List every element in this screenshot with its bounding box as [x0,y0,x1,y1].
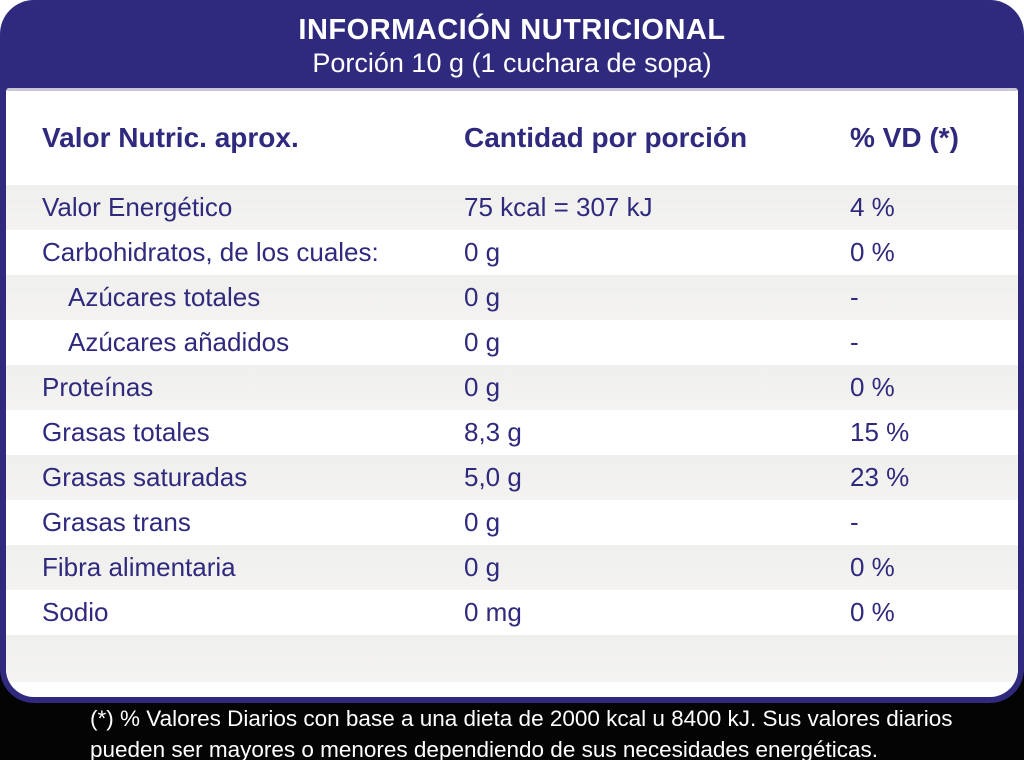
serving-size: Porción 10 g (1 cuchara de sopa) [312,48,712,78]
column-header-vd: % VD (*) [850,122,959,153]
row-amount: 0 g [464,237,501,267]
row-amount: 8,3 g [464,417,522,447]
table-body: Valor Energético 75 kcal = 307 kJ 4 % Ca… [6,185,1018,635]
footnote-line-2: pueden ser mayores o menores dependiendo… [90,737,879,762]
row-vd: - [850,507,859,537]
row-amount: 0 g [464,327,501,357]
row-vd: 0 % [850,237,895,267]
row-name: Sodio [42,597,109,627]
row-name: Proteínas [42,372,154,402]
column-header-nutrient: Valor Nutric. aprox. [42,122,299,153]
table-row: Grasas saturadas 5,0 g 23 % [6,455,1018,500]
nutrition-table-panel: Valor Nutric. aprox. Cantidad por porció… [6,88,1018,697]
row-vd: 0 % [850,372,895,402]
table-row: Carbohidratos, de los cuales: 0 g 0 % [6,230,1018,275]
row-vd: - [850,282,859,312]
column-header-amount: Cantidad por porción [464,122,748,153]
row-name: Azúcares añadidos [68,327,290,357]
table-row: Grasas trans 0 g - [6,500,1018,545]
row-amount: 0 g [464,507,501,537]
row-vd: 0 % [850,597,895,627]
row-name: Grasas saturadas [42,462,248,492]
row-amount: 0 g [464,372,501,402]
nutrition-label-card: INFORMACIÓN NUTRICIONAL Porción 10 g (1 … [0,0,1024,703]
table-row: Fibra alimentaria 0 g 0 % [6,545,1018,590]
row-amount: 0 g [464,282,501,312]
row-vd: 23 % [850,462,910,492]
row-name: Valor Energético [42,192,233,222]
table-row: Sodio 0 mg 0 % [6,590,1018,635]
label-title: INFORMACIÓN NUTRICIONAL [298,14,726,46]
empty-spacer-row [6,635,1018,682]
row-vd: 15 % [850,417,910,447]
row-vd: 0 % [850,552,895,582]
row-name: Grasas totales [42,417,210,447]
table-row: Proteínas 0 g 0 % [6,365,1018,410]
row-amount: 5,0 g [464,462,522,492]
table-row: Azúcares añadidos 0 g - [6,320,1018,365]
label-header: INFORMACIÓN NUTRICIONAL Porción 10 g (1 … [0,0,1024,89]
row-name: Fibra alimentaria [42,552,236,582]
footnote: (*) % Valores Diarios con base a una die… [0,658,1024,765]
row-amount: 75 kcal = 307 kJ [464,192,653,222]
row-name: Carbohidratos, de los cuales: [42,237,379,267]
table-row: Valor Energético 75 kcal = 307 kJ 4 % [6,185,1018,230]
table-row: Grasas totales 8,3 g 15 % [6,410,1018,455]
table-header-row: Valor Nutric. aprox. Cantidad por porció… [6,91,1018,185]
row-name: Grasas trans [42,507,191,537]
row-amount: 0 mg [464,597,522,627]
table-row: Azúcares totales 0 g - [6,275,1018,320]
row-name: Azúcares totales [68,282,261,312]
row-vd: - [850,327,859,357]
footnote-line-1: (*) % Valores Diarios con base a una die… [90,706,953,731]
row-amount: 0 g [464,552,501,582]
row-vd: 4 % [850,192,895,222]
